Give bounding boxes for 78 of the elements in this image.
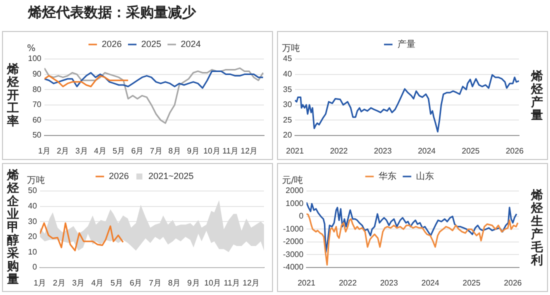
y-axis-title: % bbox=[27, 44, 36, 54]
legend-label: 2021~2025 bbox=[148, 170, 194, 181]
x-tick-label: 2023 bbox=[380, 278, 398, 288]
y-tick-label: 80 bbox=[32, 84, 42, 94]
legend-label: 华东 bbox=[378, 170, 396, 181]
x-tick-label: 8月 bbox=[168, 278, 181, 288]
y-axis-title: 元/吨 bbox=[282, 174, 304, 186]
legend-label: 山东 bbox=[416, 170, 434, 181]
x-tick-label: 3月 bbox=[72, 278, 85, 288]
y-tick-label: 20 bbox=[28, 232, 38, 242]
y-tick-label: 90 bbox=[32, 69, 42, 78]
y-tick-label: 50 bbox=[32, 130, 42, 140]
x-tick-label: 2022 bbox=[338, 278, 358, 288]
x-tick-label: 3月 bbox=[75, 146, 88, 156]
x-tick-label: 5月 bbox=[110, 278, 123, 288]
x-tick-label: 2025 bbox=[462, 146, 480, 156]
x-tick-label: 11月 bbox=[222, 146, 239, 156]
y-tick-label: 30 bbox=[282, 100, 292, 110]
y-tick-label: 100 bbox=[28, 54, 42, 64]
y-tick-label: 25 bbox=[282, 115, 292, 124]
x-tick-label: 2025 bbox=[462, 278, 481, 288]
x-tick-label: 2022 bbox=[330, 146, 348, 156]
y-tick-label: 35 bbox=[282, 84, 292, 94]
x-tick-label: 7月 bbox=[148, 278, 162, 288]
y-tick-label: -2000 bbox=[282, 237, 304, 246]
y-tick-label: 70 bbox=[32, 100, 42, 110]
x-tick-label: 2023 bbox=[374, 146, 392, 156]
x-tick-label: 2026 bbox=[506, 146, 524, 156]
x-tick-label: 2024 bbox=[418, 146, 436, 156]
x-tick-label: 12月 bbox=[242, 278, 260, 288]
y-tick-label: 0 bbox=[299, 212, 304, 221]
x-tick-label: 4月 bbox=[94, 146, 106, 156]
legend-label: 2024 bbox=[180, 38, 201, 49]
x-tick-label: 7月 bbox=[150, 146, 162, 156]
y-tick-label: 40 bbox=[282, 69, 292, 78]
y2-axis-title: 烯烃生产毛利 bbox=[530, 188, 544, 266]
x-tick-label: 9月 bbox=[187, 146, 200, 156]
chart-title: 烯烃企业甲醇采购量 bbox=[7, 168, 19, 286]
y-tick-label: 0 bbox=[32, 262, 38, 272]
x-tick-label: 2021 bbox=[298, 278, 316, 288]
legend-label: 2026 bbox=[102, 38, 122, 49]
y-tick-label: -3000 bbox=[282, 250, 304, 259]
y-tick-label: 2000 bbox=[286, 186, 304, 196]
x-tick-label: 10月 bbox=[203, 146, 220, 156]
x-tick-label: 12月 bbox=[240, 146, 258, 156]
y-tick-label: 50 bbox=[28, 186, 38, 196]
y-tick-label: 45 bbox=[282, 54, 292, 64]
x-tick-label: 5月 bbox=[112, 146, 126, 156]
x-tick-label: 10月 bbox=[204, 278, 222, 288]
y-tick-label: -1000 bbox=[282, 224, 304, 234]
y-tick-label: 60 bbox=[32, 115, 42, 124]
x-tick-label: 8月 bbox=[168, 146, 181, 156]
text: 烯烃开工率 bbox=[6, 62, 20, 128]
x-tick-label: 6月 bbox=[131, 146, 144, 156]
x-tick-label: 9月 bbox=[187, 278, 200, 288]
x-tick-label: 4月 bbox=[91, 278, 104, 288]
y-tick-label: 40 bbox=[28, 201, 38, 210]
x-tick-label: 6月 bbox=[130, 278, 142, 288]
x-tick-label: 1月 bbox=[34, 278, 46, 288]
y-tick-label: -4000 bbox=[282, 262, 304, 272]
y-axis-title: 万吨 bbox=[282, 42, 300, 54]
y-tick-label: 20 bbox=[282, 130, 292, 140]
x-tick-label: 11月 bbox=[224, 278, 240, 288]
x-tick-label: 2月 bbox=[56, 146, 70, 156]
legend-label: 产量 bbox=[397, 38, 416, 49]
text: 烯烃代表数据：采购量减少 bbox=[28, 4, 196, 22]
y2-axis-title: 烯烃产量 bbox=[530, 68, 544, 122]
x-tick-label: 2021 bbox=[286, 146, 304, 156]
y-tick-label: 10 bbox=[28, 247, 38, 256]
legend-label: 2026 bbox=[108, 170, 129, 181]
y-axis-title: 万吨 bbox=[27, 174, 45, 186]
x-tick-label: 2026 bbox=[504, 278, 522, 288]
y-tick-label: 1000 bbox=[286, 198, 304, 208]
legend-label: 2025 bbox=[141, 38, 162, 49]
x-tick-label: 2024 bbox=[421, 278, 440, 288]
x-tick-label: 1月 bbox=[38, 146, 51, 156]
x-tick-label: 2月 bbox=[52, 278, 66, 288]
y-tick-label: 30 bbox=[28, 216, 38, 226]
